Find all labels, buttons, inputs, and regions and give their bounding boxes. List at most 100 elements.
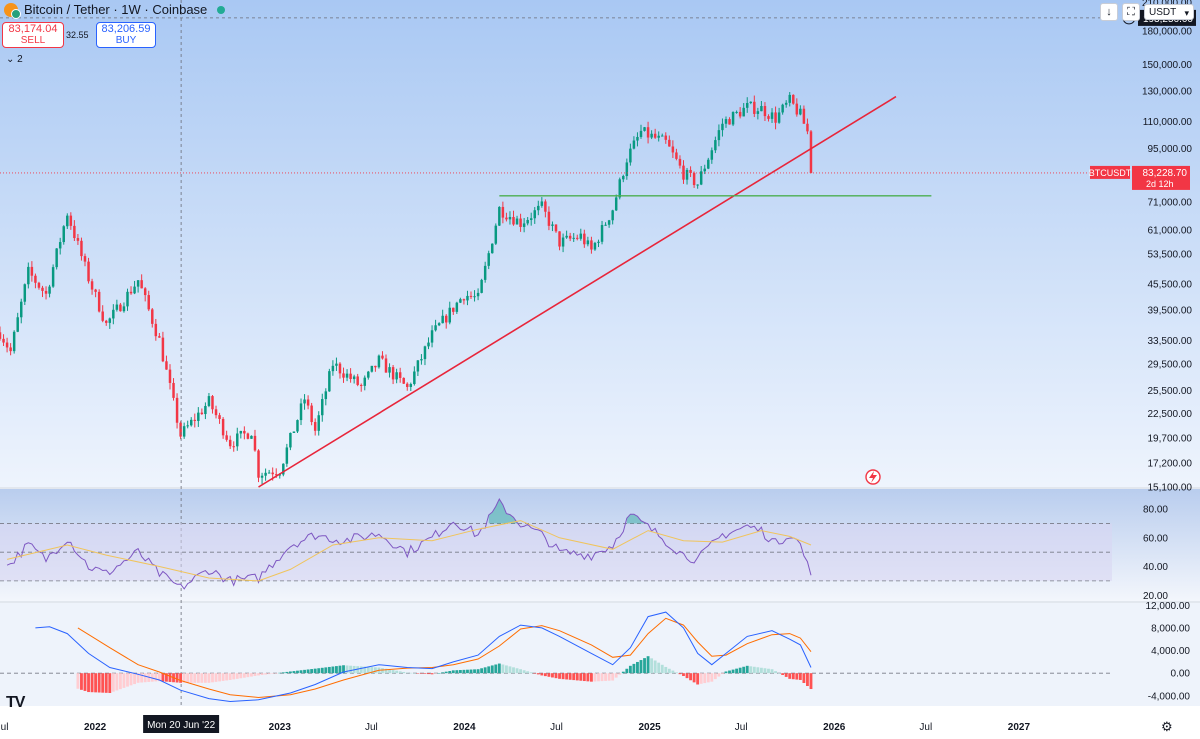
histogram-bar [104,673,108,693]
candle-body [526,219,529,224]
candle-body [367,371,370,378]
gear-icon[interactable]: ⚙ [1161,719,1173,734]
candle-body [703,168,706,172]
candle [398,367,402,383]
histogram-bar [271,673,275,674]
histogram-bar [784,673,788,677]
candle [69,212,73,230]
currency-select[interactable]: USDT [1144,4,1194,21]
price-tick-label: 39,500.00 [1148,306,1193,317]
histogram-bar [405,672,409,674]
candle-body [12,331,16,352]
candle [448,301,451,325]
candle-body [699,171,703,185]
candle-body [781,104,784,113]
candle [597,239,600,248]
candle-body [331,365,335,372]
sell-button[interactable]: 83,174.04 SELL [2,22,64,48]
candle [646,121,650,144]
histogram-bar [296,670,299,674]
candle [367,370,370,380]
candle-body [508,216,512,220]
candle [168,364,172,390]
histogram-bar [501,664,505,674]
candle-body [51,267,55,287]
candle-body [48,286,51,294]
histogram-bar [483,667,487,674]
fullscreen-icon[interactable]: ⛶ [1122,3,1140,21]
candle-body [402,377,405,384]
histogram-bar [536,673,540,675]
histogram-bar [597,673,600,682]
histogram-bar [87,673,90,693]
histogram-bar [451,670,455,674]
candle [593,241,597,251]
candle [437,322,441,327]
candle [491,243,494,254]
histogram-bar [257,673,260,676]
histogram-bar [409,672,413,674]
candle-body [476,292,480,297]
candle-body [671,146,675,153]
indicators-toggle[interactable]: ⌄ 2 [6,54,23,65]
candle [129,286,133,295]
histogram-bar [791,673,795,680]
histogram-bar [798,673,802,680]
candle-body [498,206,501,226]
candle [356,373,359,387]
candle [554,224,558,233]
candle [30,261,34,282]
macd-tick-label: 8,000.00 [1151,623,1190,634]
price-tick-label: 19,700.00 [1148,434,1193,445]
candle-body [437,323,441,326]
candle [650,130,653,140]
lightning-icon[interactable] [865,469,881,485]
candle-body [799,108,802,115]
trendline[interactable] [258,95,897,488]
candle-body [459,299,462,303]
candle [544,199,547,218]
candle [285,443,289,467]
candle-body [689,169,692,173]
time-tick-label: 2024 [453,722,476,733]
histogram-bar [543,673,547,677]
candle-body [30,266,34,276]
candle-body [2,338,5,343]
candle-body [182,426,186,437]
candle-body [572,237,575,239]
candle [324,388,328,406]
histogram-bar [473,669,476,674]
candle [112,304,115,325]
candle [186,420,189,429]
histogram-bar [781,673,785,675]
candle-body [62,226,65,243]
histogram-bar [232,673,236,680]
candle [611,209,614,225]
histogram-bar [288,671,292,674]
histogram-bar [317,668,321,674]
candle [430,325,434,348]
candle [767,114,770,122]
histogram-bar [186,673,190,683]
candle-body [731,112,735,125]
candle [225,430,228,442]
candle-body [374,365,377,368]
candle [345,369,349,382]
candle [738,107,742,119]
candle [770,108,774,123]
histogram-bar [161,673,165,682]
candle-body [356,376,359,385]
candle-body [101,311,104,321]
candle-body [189,419,193,426]
candle-body [161,337,165,362]
histogram-bar [338,665,342,674]
buy-button[interactable]: 83,206.59 BUY [96,22,156,48]
candle-body [9,347,12,352]
chart-title[interactable]: Bitcoin / Tether · 1W · Coinbase [24,2,208,17]
candle-body [271,472,274,475]
candle-body [760,106,763,112]
arrow-down-icon[interactable]: ↓ [1100,3,1118,21]
candle [335,357,338,371]
candle-body [395,372,398,380]
